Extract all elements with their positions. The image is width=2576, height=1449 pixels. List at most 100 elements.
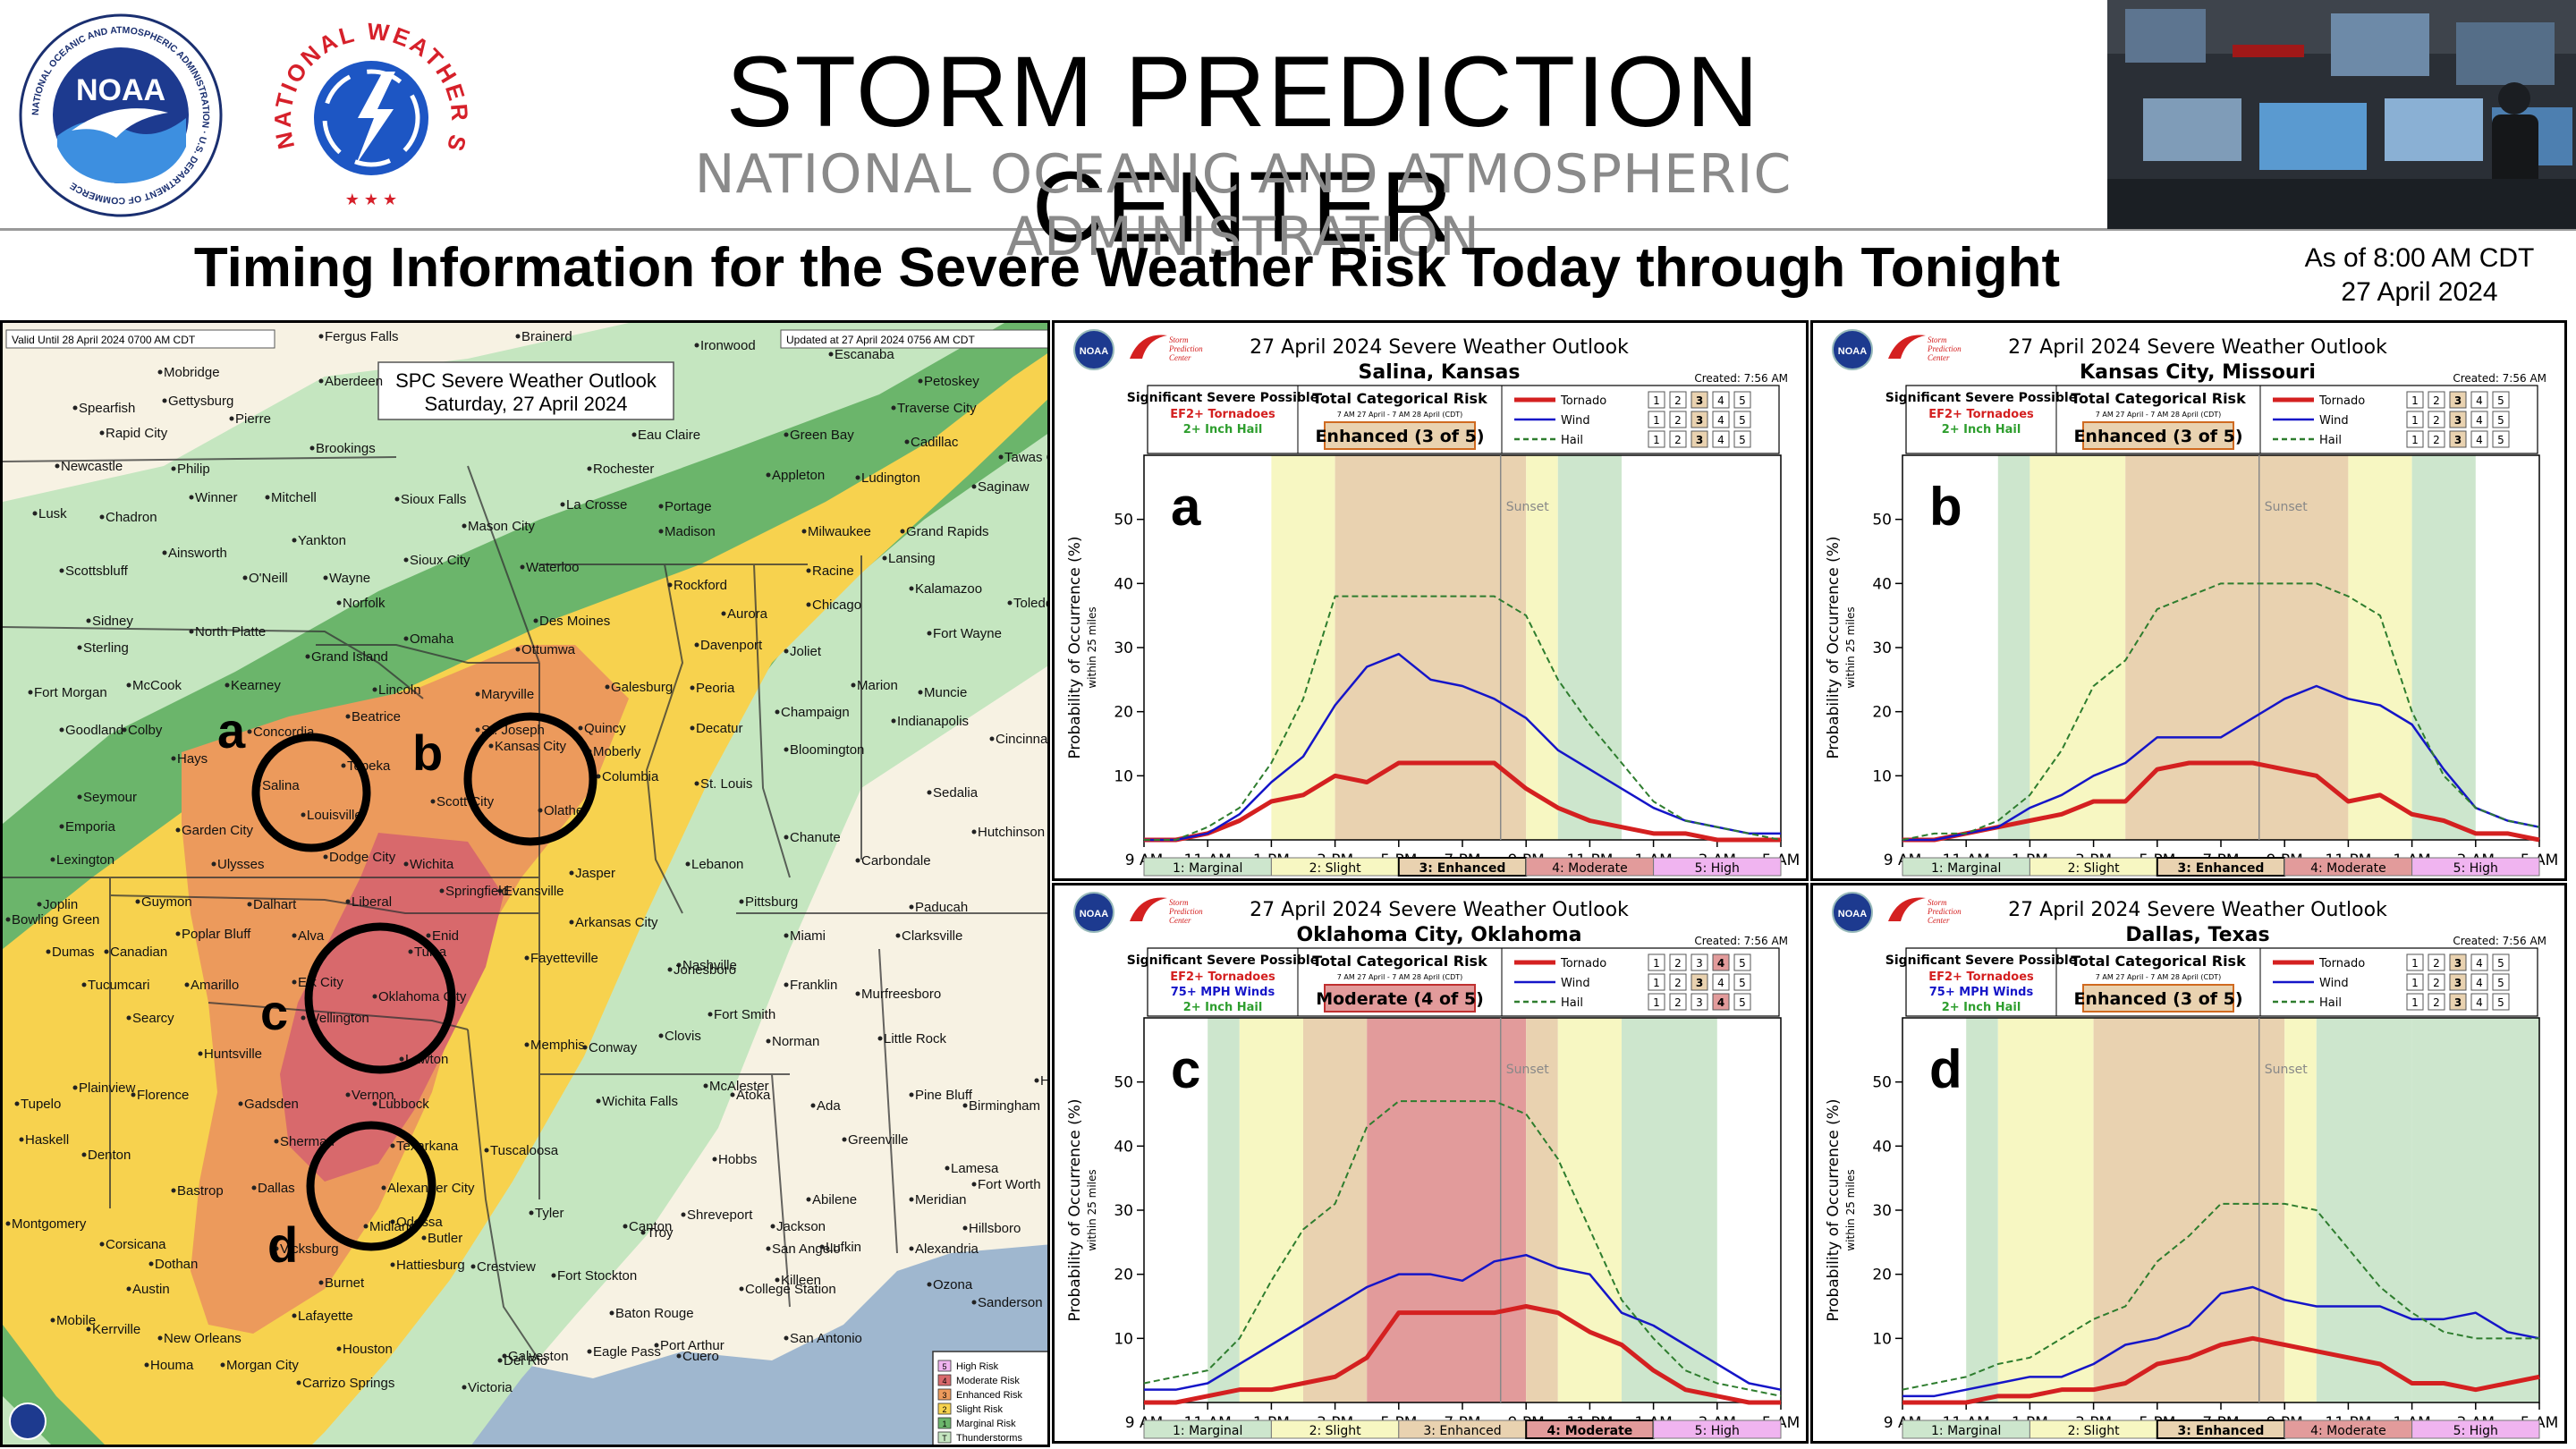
city-dot — [50, 1318, 55, 1323]
city-label: Clarksville — [902, 928, 962, 944]
sig-item: 2+ Inch Hail — [1183, 1001, 1263, 1014]
city-dot — [59, 568, 64, 573]
chart-noaa-icon: NOAA — [1832, 892, 1873, 933]
city-dot — [971, 484, 977, 489]
city-dot — [569, 919, 574, 925]
city-dot — [971, 829, 977, 835]
category-box — [1324, 421, 1476, 450]
city-label: Lansing — [888, 551, 936, 566]
city-label: Florence — [137, 1088, 189, 1103]
scale-num: 3 — [2454, 957, 2462, 970]
city-label: Olathe — [544, 803, 583, 818]
city-dot — [971, 1182, 977, 1187]
y-tick-label: 10 — [1872, 1330, 1892, 1348]
city-label: St. Louis — [700, 776, 752, 792]
city-label: Rochester — [593, 462, 654, 477]
scale-box — [1712, 411, 1730, 428]
city-dot — [945, 1165, 950, 1171]
sig-title: Significant Severe Possible — [1127, 953, 1318, 968]
city-dot — [372, 687, 377, 692]
city-label: Omaha — [410, 631, 454, 647]
city-label: Plainview — [79, 1080, 136, 1096]
city-label: Tyler — [535, 1206, 564, 1221]
city-dot — [909, 904, 914, 910]
scale-box — [1712, 953, 1730, 971]
city-dot — [520, 564, 525, 570]
city-label: Philip — [177, 462, 210, 477]
scale-num: 4 — [1717, 957, 1724, 970]
city-label: Miami — [790, 928, 826, 944]
window-text: 7 AM 27 April - 7 AM 28 April (CDT) — [1337, 411, 1463, 419]
risk-band — [1335, 455, 1527, 840]
city-label: Marion — [857, 678, 898, 693]
city-dot — [220, 1362, 225, 1368]
city-dot — [162, 550, 167, 555]
sig-item: EF2+ Tornadoes — [1170, 408, 1275, 421]
city-dot — [189, 495, 194, 500]
city-dot — [345, 714, 351, 719]
scale-box — [1648, 391, 1665, 409]
chart-created: Created: 7:56 AM — [2453, 935, 2546, 947]
city-dot — [667, 967, 673, 972]
y-tick-label: 20 — [1114, 704, 1133, 722]
city-label: Garden City — [182, 823, 254, 838]
scale-num: 2 — [2433, 996, 2440, 1009]
city-dot — [587, 1349, 592, 1354]
city-label: Bowling Green — [12, 912, 99, 928]
scale-box — [2428, 973, 2445, 991]
city-label: Dumas — [52, 945, 95, 960]
scale-box — [1712, 430, 1730, 448]
city-label: Fayetteville — [530, 951, 598, 966]
scale-box — [2492, 993, 2510, 1011]
city-dot — [690, 685, 695, 691]
city-label: Abilene — [812, 1192, 857, 1208]
city-label: Ottumwa — [521, 642, 576, 657]
city-label: Nashville — [682, 958, 737, 973]
chart-created: Created: 7:56 AM — [1694, 935, 1788, 947]
city-dot — [784, 648, 789, 654]
legend-name: Wind — [2319, 977, 2349, 990]
city-label: Toledo — [1013, 596, 1050, 611]
city-label: Petoskey — [924, 374, 979, 389]
city-dot — [5, 917, 11, 922]
category-label: Moderate (4 of 5) — [1316, 989, 1484, 1009]
city-dot — [690, 725, 695, 731]
y-tick-label: 50 — [1872, 1074, 1892, 1092]
city-dot — [394, 496, 400, 502]
city-label: Greenville — [848, 1132, 909, 1148]
city-dot — [28, 690, 33, 695]
city-label: Searcy — [132, 1011, 174, 1026]
city-dot — [609, 1310, 614, 1316]
y-tick-label: 50 — [1114, 512, 1133, 530]
scale-box — [1648, 411, 1665, 428]
risk-legend-label: 1: Marginal — [1173, 861, 1242, 876]
city-dot — [126, 1015, 131, 1021]
as-of-time: As of 8:00 AM CDT — [2304, 243, 2535, 273]
city-label: Jonesboro — [674, 962, 736, 978]
scale-box — [1690, 391, 1708, 409]
city-label: Meridian — [915, 1192, 967, 1208]
city-label: Dalhart — [253, 897, 297, 912]
scale-box — [2406, 973, 2424, 991]
scale-box — [1648, 993, 1665, 1011]
scale-num: 1 — [1653, 434, 1660, 446]
city-label: Bastrop — [177, 1183, 224, 1199]
city-label: Kansas City — [495, 739, 567, 754]
risk-legend-box — [1653, 857, 1782, 877]
risk-band — [1303, 1018, 1368, 1402]
legend-swatch — [937, 1417, 952, 1429]
spc-logo-text: Center — [1928, 916, 1950, 925]
city-dot — [694, 781, 699, 786]
chart-letter: b — [1929, 477, 1962, 537]
operations-room-photo — [2107, 0, 2576, 229]
city-label: Carrizo Springs — [302, 1376, 394, 1391]
city-label: Guymon — [141, 894, 192, 910]
risk-band — [2348, 455, 2412, 840]
city-label: Aberdeen — [325, 374, 383, 389]
city-label: Norfolk — [343, 596, 386, 611]
legend-name: Wind — [1561, 414, 1590, 428]
city-label: Jackson — [776, 1219, 826, 1234]
risk-band — [2411, 1018, 2539, 1402]
city-dot — [962, 1225, 968, 1231]
city-dot — [341, 763, 346, 768]
